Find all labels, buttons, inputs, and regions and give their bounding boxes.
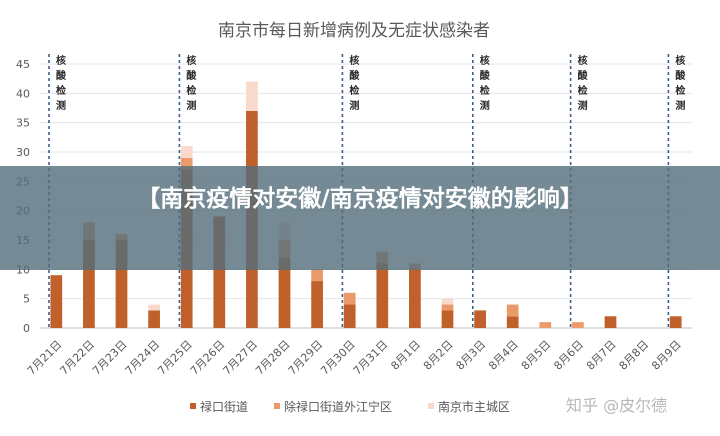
testing-marker-label: 检 (186, 84, 196, 97)
testing-marker-label: 检 (675, 84, 685, 97)
testing-marker-label: 酸 (186, 69, 197, 82)
banner-title: 【南京疫情对安徽/南京疫情对安徽的影响】 (137, 186, 583, 212)
bar-segment (474, 310, 486, 328)
testing-marker-label: 检 (56, 84, 66, 97)
bar-segment (148, 310, 160, 328)
bar-segment (115, 240, 128, 328)
testing-marker-label: 测 (349, 99, 359, 112)
x-tick-label: 7月27日 (220, 338, 260, 378)
x-tick-label: 8月2日 (421, 338, 456, 373)
bar-segment (441, 310, 454, 328)
x-tick-label: 8月4日 (486, 338, 521, 373)
bar-segment (604, 316, 617, 328)
x-tick-label: 7月26日 (188, 338, 228, 378)
legend-label: 禄口街道 (200, 399, 248, 414)
chart-title: 南京市每日新增病例及无症状感染者 (218, 21, 490, 41)
bar-segment (441, 304, 454, 311)
x-tick-label: 8月7日 (584, 338, 619, 373)
bar-segment (246, 81, 258, 111)
bar-segment (83, 240, 95, 328)
x-tick-label: 7月21日 (25, 338, 65, 378)
testing-marker-label: 测 (578, 99, 588, 112)
bar-segment (343, 304, 356, 328)
bar-segment (539, 322, 552, 328)
testing-marker-label: 检 (349, 84, 359, 97)
x-tick-label: 8月5日 (519, 338, 554, 373)
x-tick-label: 7月29日 (286, 338, 326, 378)
legend-label: 除禄口街道外江宁区 (284, 399, 392, 414)
testing-marker-label: 核 (349, 54, 359, 67)
testing-marker-label: 酸 (675, 69, 686, 82)
testing-marker-label: 测 (675, 99, 685, 112)
x-tick-label: 8月1日 (388, 338, 423, 373)
testing-marker-label: 酸 (56, 69, 67, 82)
y-tick-label: 5 (23, 293, 30, 306)
legend-swatch (190, 403, 196, 409)
bar-segment (180, 146, 193, 158)
bar-segment (311, 281, 323, 328)
y-tick-label: 35 (16, 117, 30, 130)
bar-segment (506, 316, 519, 328)
testing-marker-label: 核 (578, 54, 588, 67)
y-tick-label: 45 (16, 58, 30, 71)
legend: 禄口街道 除禄口街道外江宁区 南京市主城区 (190, 399, 510, 414)
legend-swatch (428, 403, 434, 409)
x-axis: 7月21日7月22日7月23日7月24日7月25日7月26日7月27日7月28日… (25, 338, 684, 378)
title-banner (0, 166, 720, 270)
bar-segment (180, 157, 193, 170)
bar-segment (213, 216, 226, 328)
bar-segment (343, 292, 356, 305)
bar-segment (441, 298, 454, 305)
testing-marker-label: 酸 (349, 69, 360, 82)
watermark: 知乎 @皮尔德 (566, 396, 668, 415)
testing-marker-label: 酸 (480, 69, 491, 82)
y-tick-label: 40 (16, 87, 30, 100)
bar-segment (572, 322, 584, 328)
x-tick-label: 7月23日 (90, 338, 130, 378)
testing-marker-label: 核 (480, 54, 490, 67)
bar-segment (148, 304, 160, 311)
bar-segment (311, 269, 323, 282)
x-tick-label: 7月24日 (123, 338, 163, 378)
testing-marker-label: 酸 (578, 69, 589, 82)
x-tick-label: 7月22日 (57, 338, 97, 378)
bar-segment (669, 316, 682, 328)
x-tick-label: 7月30日 (318, 338, 358, 378)
testing-marker-label: 核 (56, 54, 66, 67)
x-tick-label: 8月3日 (454, 338, 489, 373)
x-tick-label: 7月28日 (253, 338, 293, 378)
testing-marker-label: 核 (675, 54, 685, 67)
bar-segment (506, 304, 519, 317)
legend-label: 南京市主城区 (438, 399, 510, 414)
testing-marker-label: 检 (480, 84, 490, 97)
x-tick-label: 8月9日 (649, 338, 684, 373)
x-tick-label: 8月8日 (617, 338, 652, 373)
bar-segment (376, 263, 389, 328)
testing-marker-label: 核 (186, 54, 196, 67)
testing-marker-label: 检 (578, 84, 588, 97)
testing-marker-label: 测 (56, 99, 66, 112)
testing-marker-label: 测 (186, 99, 196, 112)
x-tick-label: 8月6日 (551, 338, 586, 373)
x-tick-label: 7月31日 (351, 338, 391, 378)
bar-segment (278, 257, 291, 328)
legend-swatch (274, 403, 280, 409)
x-tick-label: 7月25日 (155, 338, 195, 378)
y-tick-label: 0 (23, 322, 30, 335)
testing-marker-label: 测 (480, 99, 490, 112)
bar-segment (50, 275, 63, 328)
y-tick-label: 30 (16, 146, 30, 159)
bar-segment (409, 269, 421, 328)
